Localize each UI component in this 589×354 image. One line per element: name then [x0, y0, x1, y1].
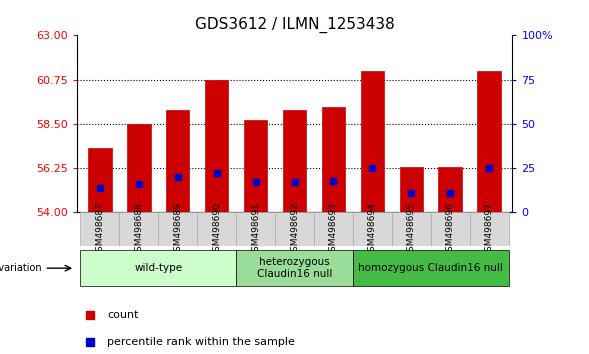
- Text: GSM498692: GSM498692: [290, 202, 299, 257]
- Text: GSM498697: GSM498697: [485, 202, 494, 257]
- Text: homozygous Claudin16 null: homozygous Claudin16 null: [358, 263, 503, 273]
- Bar: [314, 212, 353, 246]
- Bar: [399, 167, 423, 212]
- Text: GSM498688: GSM498688: [134, 202, 143, 257]
- Text: GSM498690: GSM498690: [212, 202, 221, 257]
- Bar: [353, 250, 508, 286]
- Text: wild-type: wild-type: [134, 263, 183, 273]
- Bar: [236, 212, 275, 246]
- Text: GSM498694: GSM498694: [368, 202, 377, 257]
- Bar: [438, 167, 462, 212]
- Text: GSM498689: GSM498689: [173, 202, 182, 257]
- Bar: [478, 71, 501, 212]
- Bar: [353, 212, 392, 246]
- Text: count: count: [107, 310, 138, 320]
- Bar: [392, 212, 431, 246]
- Text: GSM498695: GSM498695: [407, 202, 416, 257]
- Text: GSM498691: GSM498691: [251, 202, 260, 257]
- Bar: [275, 212, 314, 246]
- Text: GSM498693: GSM498693: [329, 202, 338, 257]
- Bar: [81, 212, 120, 246]
- Bar: [127, 124, 151, 212]
- Bar: [205, 80, 229, 212]
- Bar: [360, 71, 384, 212]
- Bar: [158, 212, 197, 246]
- Bar: [120, 212, 158, 246]
- Bar: [469, 212, 508, 246]
- Bar: [236, 250, 353, 286]
- Bar: [81, 250, 236, 286]
- Bar: [322, 107, 345, 212]
- Text: percentile rank within the sample: percentile rank within the sample: [107, 337, 295, 347]
- Bar: [283, 110, 306, 212]
- Text: GSM498687: GSM498687: [95, 202, 104, 257]
- Bar: [166, 110, 190, 212]
- Bar: [88, 148, 111, 212]
- Title: GDS3612 / ILMN_1253438: GDS3612 / ILMN_1253438: [194, 16, 395, 33]
- Text: heterozygous
Claudin16 null: heterozygous Claudin16 null: [257, 257, 332, 279]
- Bar: [244, 120, 267, 212]
- Text: genotype/variation: genotype/variation: [0, 263, 42, 273]
- Text: GSM498696: GSM498696: [446, 202, 455, 257]
- Bar: [197, 212, 236, 246]
- Bar: [431, 212, 469, 246]
